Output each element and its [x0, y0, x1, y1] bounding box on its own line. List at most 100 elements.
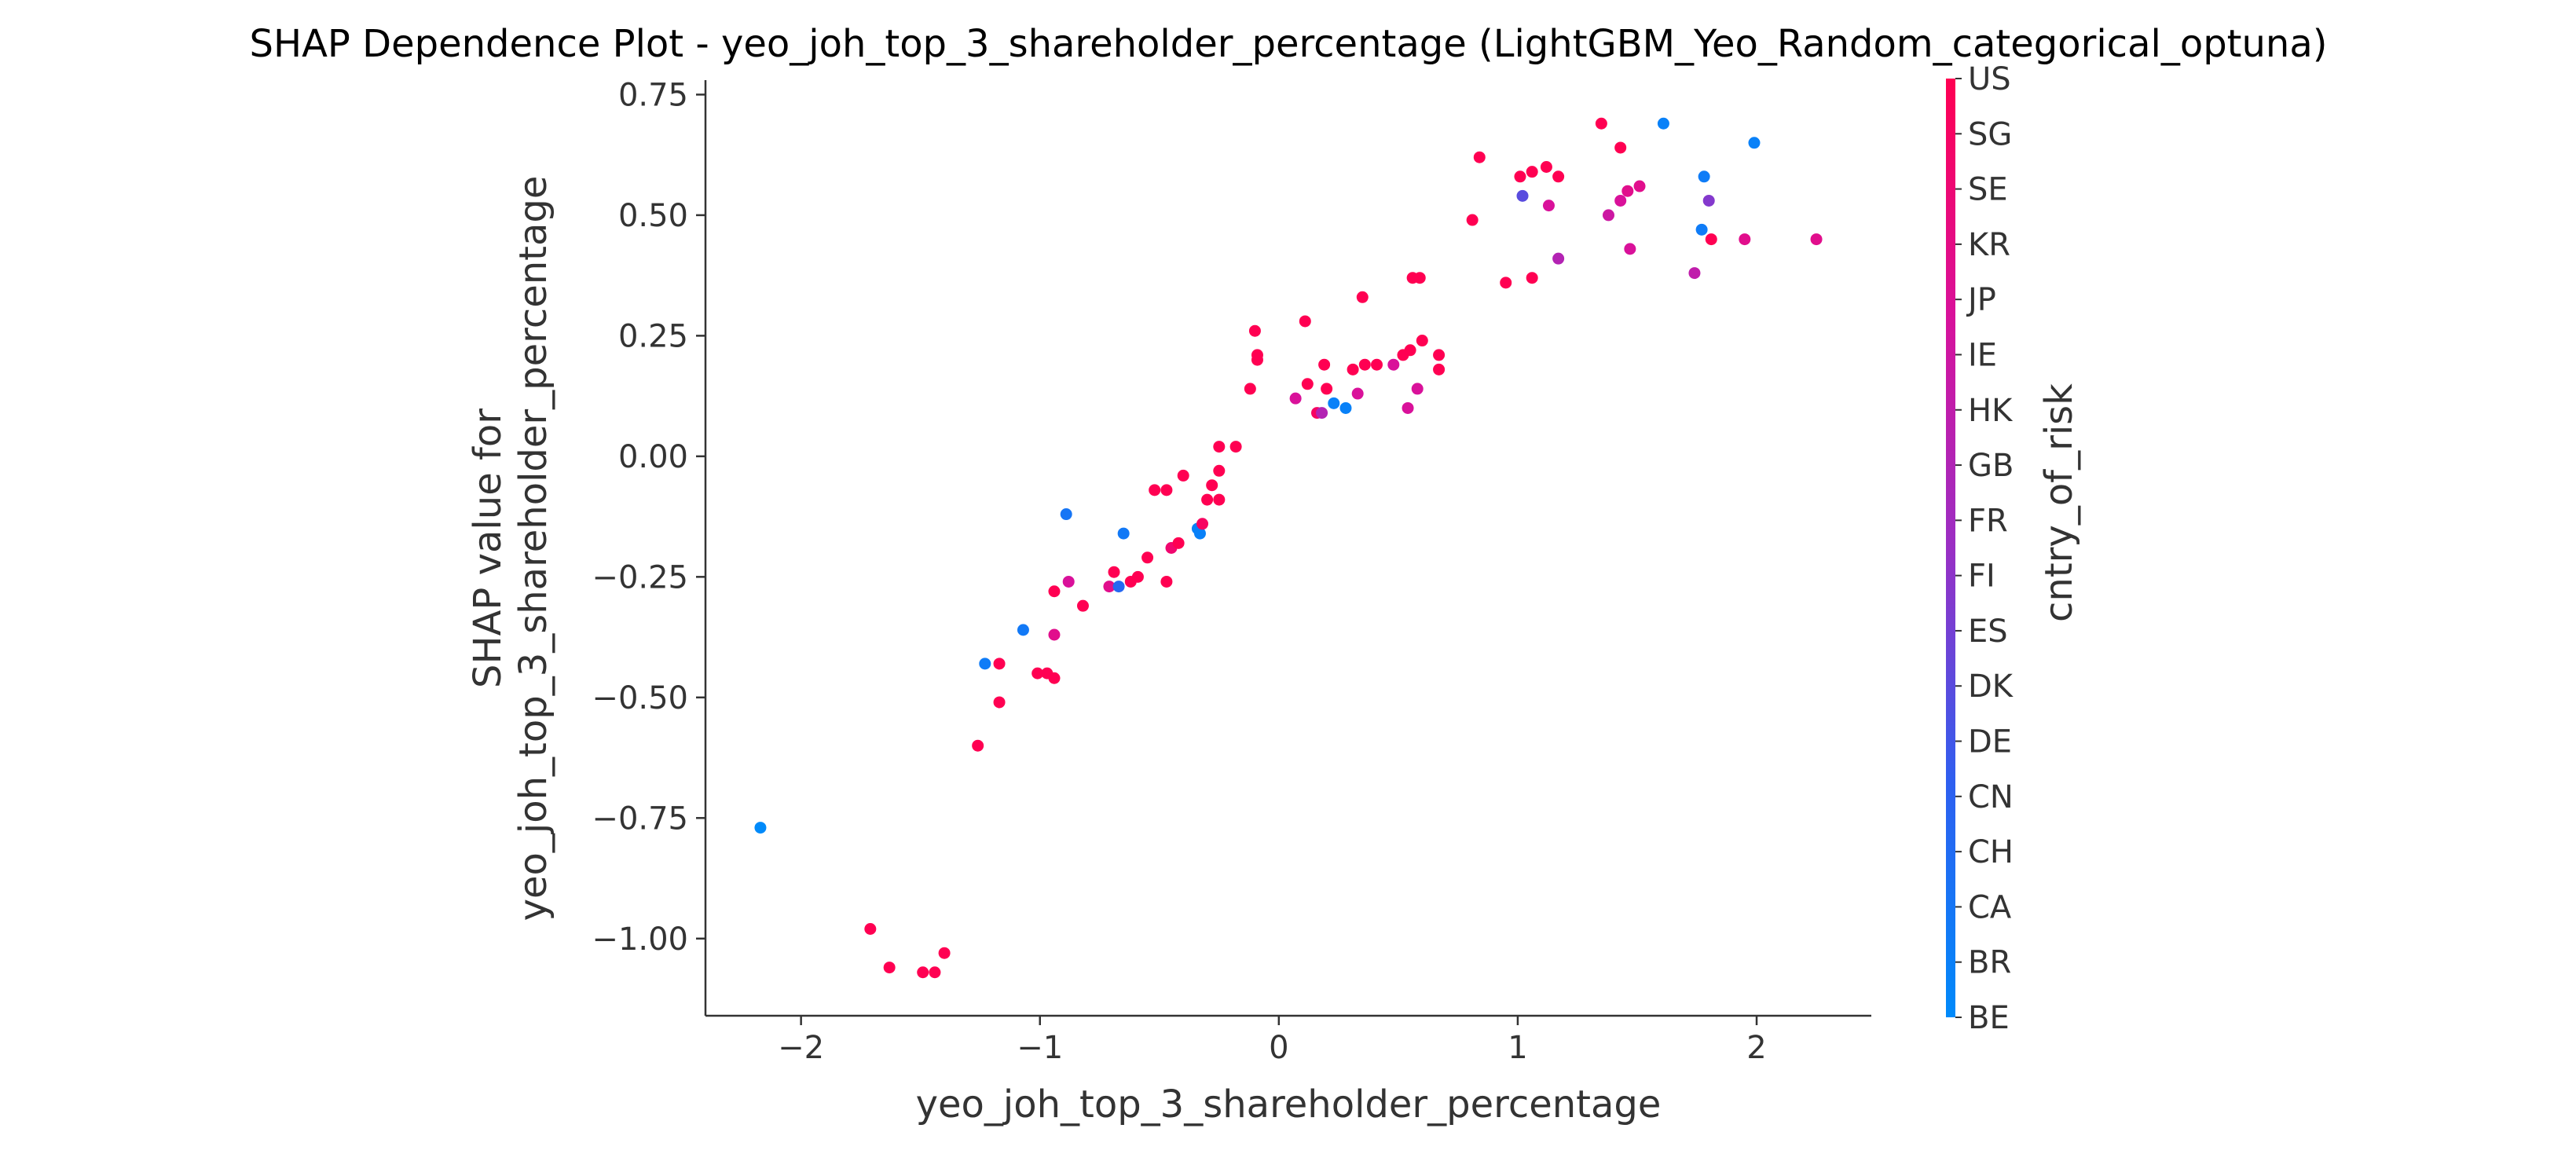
colorbar-tick-label: JP	[1966, 282, 1996, 318]
data-point	[1356, 291, 1369, 303]
data-point	[1339, 401, 1352, 414]
data-point	[1542, 200, 1555, 212]
data-points	[754, 117, 1823, 979]
data-point	[1108, 566, 1120, 578]
data-point	[1621, 185, 1634, 197]
colorbar-tick-label: CN	[1968, 779, 2014, 815]
data-point	[1595, 117, 1607, 130]
colorbar-tick-label: BR	[1968, 945, 2011, 981]
data-point	[1526, 272, 1538, 284]
y-tick-label: 0.50	[618, 198, 688, 234]
y-tick-label: −1.00	[592, 921, 688, 958]
colorbar-tick-label: FR	[1968, 503, 2008, 539]
data-point	[1540, 161, 1552, 174]
chart-title: SHAP Dependence Plot - yeo_joh_top_3_sha…	[250, 22, 2328, 66]
y-axis-label: SHAP value for yeo_joh_top_3_shareholder…	[466, 176, 555, 921]
data-point	[1514, 170, 1526, 183]
data-point	[1413, 272, 1426, 284]
colorbar-tick-label: HK	[1968, 393, 2014, 429]
data-point	[1103, 581, 1116, 593]
data-point	[1318, 358, 1331, 371]
data-point	[1624, 243, 1636, 255]
data-point	[1017, 624, 1029, 636]
data-point	[1206, 479, 1218, 492]
data-point	[1657, 117, 1669, 130]
colorbar-tick-label: SE	[1968, 172, 2008, 208]
data-point	[1416, 335, 1428, 347]
data-point	[1076, 599, 1089, 612]
data-point	[1213, 441, 1226, 453]
x-tick-label: −2	[778, 1030, 824, 1066]
colorbar-labels: BE BR CA CH CN DE DK ES FI FR GB HK IE JP KR SE SG US	[1955, 61, 2014, 1036]
y-tick-label: −0.25	[592, 559, 688, 595]
data-point	[1473, 151, 1486, 163]
data-point	[1552, 252, 1565, 265]
data-point	[1301, 378, 1314, 390]
data-point	[1602, 209, 1614, 222]
colorbar: BE BR CA CH CN DE DK ES FI FR GB HK IE JP KR SE SG US	[1946, 61, 2014, 1036]
colorbar-tick-label: DE	[1968, 724, 2012, 760]
data-point	[1516, 189, 1529, 202]
data-point	[1248, 324, 1261, 337]
data-point	[1433, 363, 1446, 376]
data-point	[1748, 137, 1761, 149]
colorbar-tick-label: FI	[1968, 559, 1995, 595]
colorbar-tick-label: CH	[1968, 834, 2014, 870]
data-point	[1299, 315, 1311, 328]
data-point	[1149, 484, 1161, 496]
data-point	[1229, 441, 1242, 453]
data-point	[1060, 508, 1072, 521]
data-point	[1526, 166, 1538, 178]
colorbar-tick-label: GB	[1968, 448, 2014, 484]
colorbar-tick-label: SG	[1968, 116, 2012, 152]
data-point	[1112, 581, 1125, 593]
data-point	[979, 658, 991, 670]
data-point	[1048, 585, 1061, 598]
y-axis-label-line-2: yeo_joh_top_3_shareholder_percentage	[511, 176, 555, 921]
data-point	[1213, 493, 1226, 506]
data-point	[1289, 392, 1302, 405]
colorbar-tick-label: ES	[1968, 614, 2008, 650]
colorbar-tick-label: BE	[1968, 1000, 2010, 1036]
data-point	[1196, 518, 1209, 530]
data-point	[1810, 233, 1823, 246]
data-point	[972, 739, 984, 752]
data-point	[1244, 383, 1256, 395]
data-point	[883, 962, 896, 974]
data-point	[1160, 575, 1173, 588]
colorbar-gradient	[1946, 79, 1955, 1017]
x-tick-label: 2	[1746, 1030, 1766, 1066]
colorbar-tick-label: KR	[1968, 227, 2010, 263]
data-point	[1141, 551, 1154, 564]
data-point	[1031, 667, 1044, 680]
data-point	[1177, 469, 1189, 482]
data-point	[1172, 537, 1185, 549]
x-tick-label: −1	[1017, 1030, 1063, 1066]
data-point	[1705, 233, 1717, 246]
data-point	[993, 658, 1006, 670]
plot-area: −2 −1 0 1 2 0.75 0.50 0.25 0.00 −0.25 −0.50 −0.75 −…	[592, 77, 1871, 1066]
data-point	[1500, 277, 1512, 289]
data-point	[1048, 672, 1061, 684]
data-point	[1371, 358, 1383, 371]
data-point	[864, 922, 877, 935]
y-tick-label: −0.50	[592, 680, 688, 716]
data-point	[1358, 358, 1371, 371]
x-ticks: −2 −1 0 1 2	[778, 1016, 1767, 1066]
colorbar-tick-label: IE	[1968, 337, 1997, 373]
data-point	[1160, 484, 1173, 496]
x-tick-label: 0	[1269, 1030, 1288, 1066]
data-point	[1633, 180, 1646, 192]
data-point	[1614, 141, 1627, 154]
data-point	[938, 947, 951, 959]
data-point	[1213, 464, 1226, 477]
data-point	[1402, 401, 1414, 414]
data-point	[1411, 383, 1424, 395]
y-axis-label-line-1: SHAP value for	[466, 408, 510, 688]
data-point	[1433, 349, 1446, 361]
data-point	[917, 966, 929, 979]
data-point	[1387, 358, 1400, 371]
data-point	[1131, 570, 1144, 583]
y-ticks: 0.75 0.50 0.25 0.00 −0.25 −0.50 −0.75 −1.00	[592, 77, 705, 958]
